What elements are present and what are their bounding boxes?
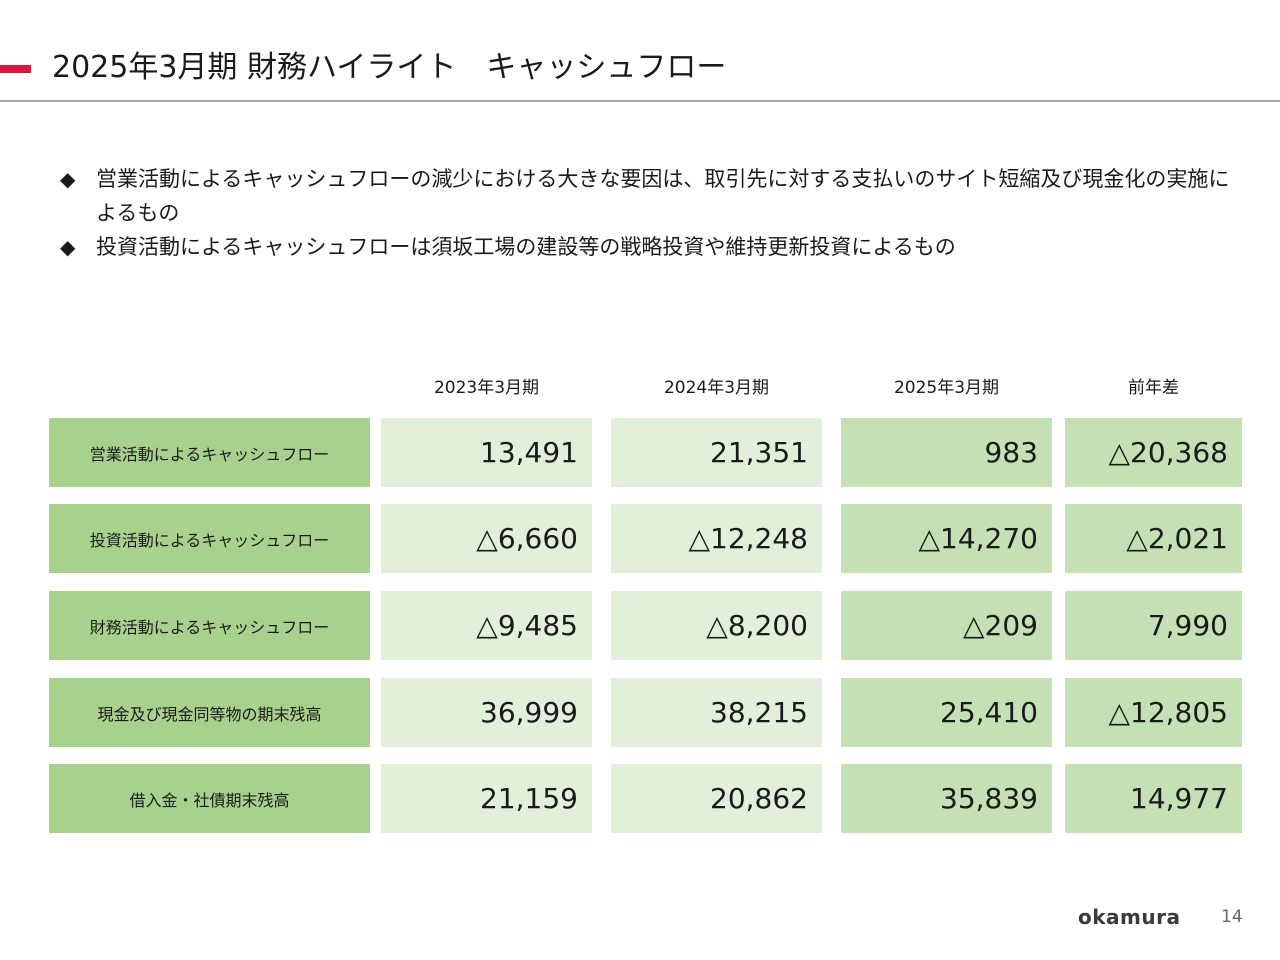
table-cell: 38,215 bbox=[611, 678, 822, 747]
table-cell: △14,270 bbox=[841, 504, 1052, 573]
okamura-logo: okamura bbox=[1078, 905, 1181, 929]
table-cell: △8,200 bbox=[611, 591, 822, 660]
bullet-item: ◆ 営業活動によるキャッシュフローの減少における大きな要因は、取引先に対する支払… bbox=[60, 162, 1240, 230]
table-cell: △20,368 bbox=[1065, 418, 1242, 487]
table-cell: 21,159 bbox=[381, 764, 592, 833]
column-header-2023: 2023年3月期 bbox=[433, 378, 540, 398]
bullet-text: 営業活動によるキャッシュフローの減少における大きな要因は、取引先に対する支払いの… bbox=[96, 167, 1230, 225]
diamond-bullet-icon: ◆ bbox=[60, 167, 76, 191]
column-header-yoy-diff: 前年差 bbox=[1128, 378, 1179, 398]
title-accent-bar bbox=[0, 65, 31, 73]
table-cell: 983 bbox=[841, 418, 1052, 487]
row-label-operating-cf: 営業活動によるキャッシュフロー bbox=[49, 418, 370, 487]
table-cell: 25,410 bbox=[841, 678, 1052, 747]
table-cell: 13,491 bbox=[381, 418, 592, 487]
table-cell: △6,660 bbox=[381, 504, 592, 573]
table-cell: △9,485 bbox=[381, 591, 592, 660]
table-cell: 21,351 bbox=[611, 418, 822, 487]
bullet-text: 投資活動によるキャッシュフローは須坂工場の建設等の戦略投資や維持更新投資によるも… bbox=[96, 235, 956, 259]
table-cell: △12,805 bbox=[1065, 678, 1242, 747]
row-label-cash-balance: 現金及び現金同等物の期末残高 bbox=[49, 678, 370, 747]
row-label-debt-balance: 借入金・社債期末残高 bbox=[49, 764, 370, 833]
table-cell: 35,839 bbox=[841, 764, 1052, 833]
column-header-2025: 2025年3月期 bbox=[893, 378, 1000, 398]
row-label-financing-cf: 財務活動によるキャッシュフロー bbox=[49, 591, 370, 660]
diamond-bullet-icon: ◆ bbox=[60, 235, 76, 259]
table-cell: 20,862 bbox=[611, 764, 822, 833]
table-cell: △209 bbox=[841, 591, 1052, 660]
column-header-2024: 2024年3月期 bbox=[663, 378, 770, 398]
table-cell: 36,999 bbox=[381, 678, 592, 747]
row-label-investing-cf: 投資活動によるキャッシュフロー bbox=[49, 504, 370, 573]
bullet-item: ◆ 投資活動によるキャッシュフローは須坂工場の建設等の戦略投資や維持更新投資によ… bbox=[60, 230, 1240, 264]
title-divider bbox=[0, 100, 1280, 102]
page-title: 2025年3月期 財務ハイライト キャッシュフロー bbox=[52, 50, 727, 85]
table-cell: △2,021 bbox=[1065, 504, 1242, 573]
page-number: 14 bbox=[1221, 907, 1243, 927]
bullet-list: ◆ 営業活動によるキャッシュフローの減少における大きな要因は、取引先に対する支払… bbox=[60, 162, 1240, 264]
table-cell: △12,248 bbox=[611, 504, 822, 573]
table-cell: 14,977 bbox=[1065, 764, 1242, 833]
table-cell: 7,990 bbox=[1065, 591, 1242, 660]
